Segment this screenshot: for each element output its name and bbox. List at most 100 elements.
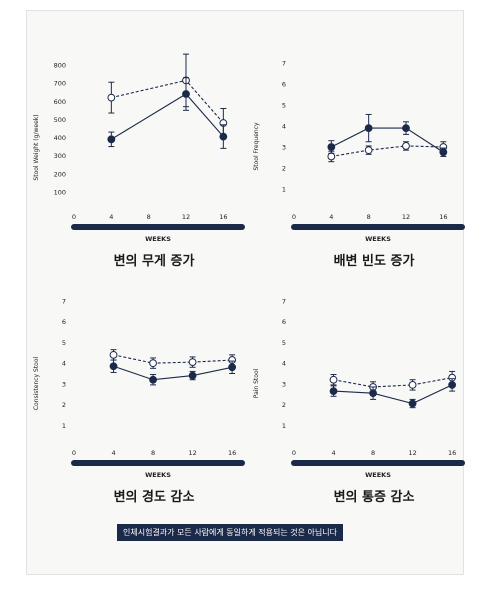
data-point-open	[188, 358, 197, 367]
x-tick-label: 0	[72, 213, 76, 221]
data-point-filled	[188, 371, 197, 380]
data-point-filled	[327, 143, 336, 151]
data-point-open	[329, 375, 338, 384]
data-point-filled	[408, 399, 417, 408]
data-point-filled	[149, 375, 157, 384]
data-point-filled	[228, 363, 237, 372]
y-axis-label: Pain Stool	[253, 368, 260, 398]
x-tick-label: 12	[402, 213, 410, 221]
x-tick-label: 16	[448, 449, 456, 457]
y-tick-label: 2	[282, 165, 286, 173]
disclaimer-banner: 인체시험결과가 모든 사람에게 동일하게 적용되는 것은 아닙니다	[117, 524, 343, 541]
x-axis-label: WEEKS	[145, 471, 171, 479]
y-tick-label: 5	[282, 102, 286, 110]
y-tick-label: 5	[62, 339, 66, 347]
data-point-open	[109, 350, 118, 359]
y-tick-label: 7	[62, 298, 66, 306]
data-point-filled	[364, 124, 373, 132]
x-tick-label: 0	[292, 449, 296, 457]
y-tick-label: 3	[282, 380, 286, 388]
data-point-open	[408, 380, 417, 389]
y-tick-label: 400	[54, 134, 66, 142]
figure-card	[26, 10, 464, 575]
y-tick-label: 3	[282, 144, 286, 152]
data-point-filled	[448, 380, 457, 389]
chart-title: 배변 빈도 증가	[334, 253, 415, 269]
x-axis-bar	[291, 460, 465, 466]
chart-title: 변의 무게 증가	[114, 253, 195, 269]
x-axis-label: WEEKS	[365, 235, 391, 243]
chart-title: 변의 경도 감소	[114, 489, 195, 505]
data-point-open	[327, 152, 336, 161]
data-point-filled	[182, 90, 190, 98]
chart-stool-weight: 100 200 300 400 500 600 700 800 0 4 8 12 16 Stool Wei…	[30, 53, 245, 285]
x-tick-label: 12	[408, 449, 416, 457]
chart-stool-frequency: 1 2 3 4 5 6 7 0 4 8 12 16 Stool Frequency WEEKS 배변 빈도 …	[250, 55, 465, 285]
x-tick-label: 0	[72, 449, 76, 457]
data-point-filled	[439, 148, 448, 157]
chart-pain: 1 2 3 4 5 6 7 0 4 8 12 16 Pain Stool WEEKS 변의 통증 감소	[250, 295, 465, 520]
y-tick-label: 200	[54, 170, 66, 178]
series-line-dashed	[333, 377, 453, 388]
x-tick-label: 12	[182, 213, 190, 221]
data-point-filled	[402, 124, 410, 132]
series-line-dashed	[113, 354, 233, 364]
y-tick-label: 2	[282, 401, 286, 409]
series-line-solid	[113, 365, 233, 381]
series-line-solid	[111, 93, 224, 140]
x-axis-label: WEEKS	[365, 471, 391, 479]
x-axis-bar	[291, 224, 465, 230]
y-axis-label: Stool Weight (g/week)	[33, 114, 40, 180]
x-tick-label: 16	[228, 449, 236, 457]
x-tick-label: 12	[188, 449, 196, 457]
series-line-solid	[333, 384, 453, 405]
y-axis-label: Stool Frequency	[253, 122, 260, 171]
x-tick-label: 4	[329, 213, 333, 221]
data-point-filled	[219, 132, 228, 141]
x-tick-label: 8	[367, 213, 371, 221]
data-point-open	[402, 142, 410, 150]
y-tick-label: 6	[62, 318, 66, 326]
y-tick-label: 6	[282, 81, 286, 89]
data-point-filled	[369, 389, 377, 398]
x-tick-label: 16	[219, 213, 227, 221]
x-tick-label: 4	[111, 449, 115, 457]
y-tick-label: 5	[282, 339, 286, 347]
y-tick-label: 4	[62, 360, 66, 368]
y-tick-label: 600	[54, 98, 66, 106]
y-tick-label: 1	[282, 186, 286, 194]
x-axis-bar	[71, 460, 245, 466]
x-axis-label: WEEKS	[145, 235, 171, 243]
x-tick-label: 0	[292, 213, 296, 221]
y-tick-label: 6	[282, 318, 286, 326]
x-tick-label: 8	[151, 449, 155, 457]
data-point-open	[364, 146, 373, 155]
data-point-open	[149, 359, 157, 368]
x-tick-label: 8	[371, 449, 375, 457]
x-tick-label: 8	[147, 213, 151, 221]
chart-consistency: 1 2 3 4 5 6 7 0 4 8 12 16 Consistency Stool WEEKS 변의 경…	[30, 295, 245, 520]
y-tick-label: 500	[54, 116, 66, 124]
y-tick-label: 4	[282, 360, 286, 368]
y-tick-label: 700	[54, 80, 66, 88]
x-tick-label: 4	[109, 213, 113, 221]
y-tick-label: 800	[54, 62, 66, 70]
y-tick-label: 3	[62, 380, 66, 388]
y-tick-label: 100	[54, 188, 66, 196]
y-axis-label: Consistency Stool	[33, 356, 40, 410]
y-tick-label: 7	[282, 60, 286, 68]
data-point-filled	[107, 135, 116, 144]
x-tick-label: 4	[331, 449, 335, 457]
y-tick-label: 300	[54, 152, 66, 160]
y-tick-label: 1	[282, 422, 286, 430]
y-tick-label: 7	[282, 298, 286, 306]
y-tick-label: 4	[282, 123, 286, 131]
series-line-solid	[331, 127, 444, 153]
series-line-dashed	[331, 145, 444, 157]
data-point-filled	[109, 362, 118, 371]
x-axis-bar	[71, 224, 245, 230]
chart-title: 변의 통증 감소	[334, 489, 415, 505]
y-tick-label: 2	[62, 401, 66, 409]
data-point-open	[107, 93, 116, 102]
data-point-filled	[329, 387, 338, 396]
